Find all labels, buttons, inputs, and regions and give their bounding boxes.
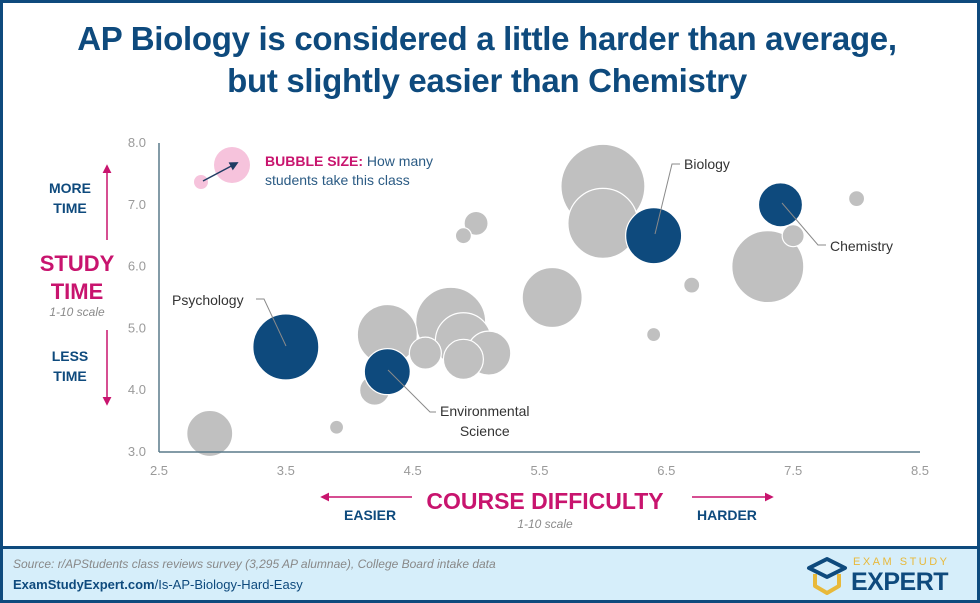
footer: Source: r/APStudents class reviews surve…: [3, 546, 977, 600]
chart-title: AP Biology is considered a little harder…: [0, 18, 974, 102]
bubble-other-course: [454, 227, 472, 245]
x-axis-scale-note: 1-10 scale: [517, 517, 573, 531]
legend-small-bubble: [194, 175, 208, 189]
less-time-label: LESS TIME: [51, 348, 89, 384]
bubble-psychology: [252, 313, 320, 381]
bubble-other-course: [186, 409, 234, 458]
y-tick-label: 3.0: [128, 444, 146, 459]
chemistry-leader: [781, 202, 826, 246]
bubble-other-course: [646, 326, 662, 343]
legend-text-1: How many: [363, 153, 434, 169]
legend-text-2: students take this class: [265, 172, 410, 188]
url-path: /Is-AP-Biology-Hard-Easy: [154, 577, 303, 592]
y-tick-labels: 3.0 4.0 5.0 6.0 7.0 8.0: [128, 135, 146, 459]
x-tick-label: 7.5: [784, 463, 802, 478]
title-line-1: AP Biology is considered a little harder…: [77, 20, 897, 57]
y-tick-label: 4.0: [128, 382, 146, 397]
callout-chemistry: Chemistry: [830, 238, 894, 254]
title-line-2: but slightly easier than Chemistry: [227, 62, 747, 99]
article-url[interactable]: ExamStudyExpert.com/Is-AP-Biology-Hard-E…: [13, 577, 303, 592]
bubble-other-course: [328, 419, 345, 435]
x-tick-label: 5.5: [530, 463, 548, 478]
url-domain: ExamStudyExpert.com: [13, 577, 155, 592]
psychology-leader: [256, 298, 287, 347]
y-tick-label: 5.0: [128, 320, 146, 335]
x-tick-label: 2.5: [150, 463, 168, 478]
x-axis-title: COURSE DIFFICULTY: [426, 488, 664, 514]
harder-label: HARDER: [697, 507, 757, 523]
exam-study-expert-logo: EXAM STUDY EXPERT: [805, 554, 965, 596]
y-tick-label: 6.0: [128, 259, 146, 274]
logo-text-bottom: EXPERT: [851, 568, 949, 596]
callout-biology: Biology: [684, 156, 730, 172]
x-tick-label: 3.5: [277, 463, 295, 478]
axes: [158, 143, 920, 453]
y-tick-label: 7.0: [128, 197, 146, 212]
graduation-cap-icon: [807, 557, 847, 595]
bubble-other-course: [463, 210, 489, 236]
bubble-other-course: [567, 187, 639, 259]
bubble-other-course: [731, 230, 805, 304]
callout-environmental-science: Environmental Science: [440, 403, 530, 439]
legend-bold: BUBBLE SIZE:: [265, 153, 363, 169]
bubble-other-course: [781, 224, 805, 248]
y-tick-label: 8.0: [128, 135, 146, 150]
bubble-environmental-science: [363, 348, 411, 396]
y-axis-title: STUDY TIME: [39, 251, 115, 304]
more-time-label: MORE TIME: [49, 180, 91, 216]
source-note: Source: r/APStudents class reviews surve…: [13, 557, 496, 571]
x-tick-labels: 2.5 3.5 4.5 5.5 6.5 7.5 8.5: [150, 463, 929, 478]
bubble-size-legend: BUBBLE SIZE: How many students take this…: [265, 152, 465, 190]
bubble-other-course: [521, 266, 583, 329]
y-axis-scale-note: 1-10 scale: [49, 305, 105, 319]
bubble-other-course: [442, 338, 484, 380]
bubble-other-course: [847, 190, 866, 208]
bubble-chemistry: [757, 182, 804, 228]
logo-text-top: EXAM STUDY: [853, 556, 950, 568]
env-science-leader: [387, 369, 436, 413]
callout-psychology: Psychology: [172, 292, 244, 308]
easier-label: EASIER: [344, 507, 397, 523]
x-tick-label: 8.5: [911, 463, 929, 478]
legend-arrow: [202, 162, 239, 182]
biology-leader: [654, 163, 680, 235]
bubble-other-course: [683, 276, 701, 294]
bubble-biology: [625, 207, 683, 265]
x-tick-label: 6.5: [657, 463, 675, 478]
x-tick-label: 4.5: [404, 463, 422, 478]
bubble-other-course: [408, 336, 442, 370]
bubble-layer: [186, 143, 866, 458]
